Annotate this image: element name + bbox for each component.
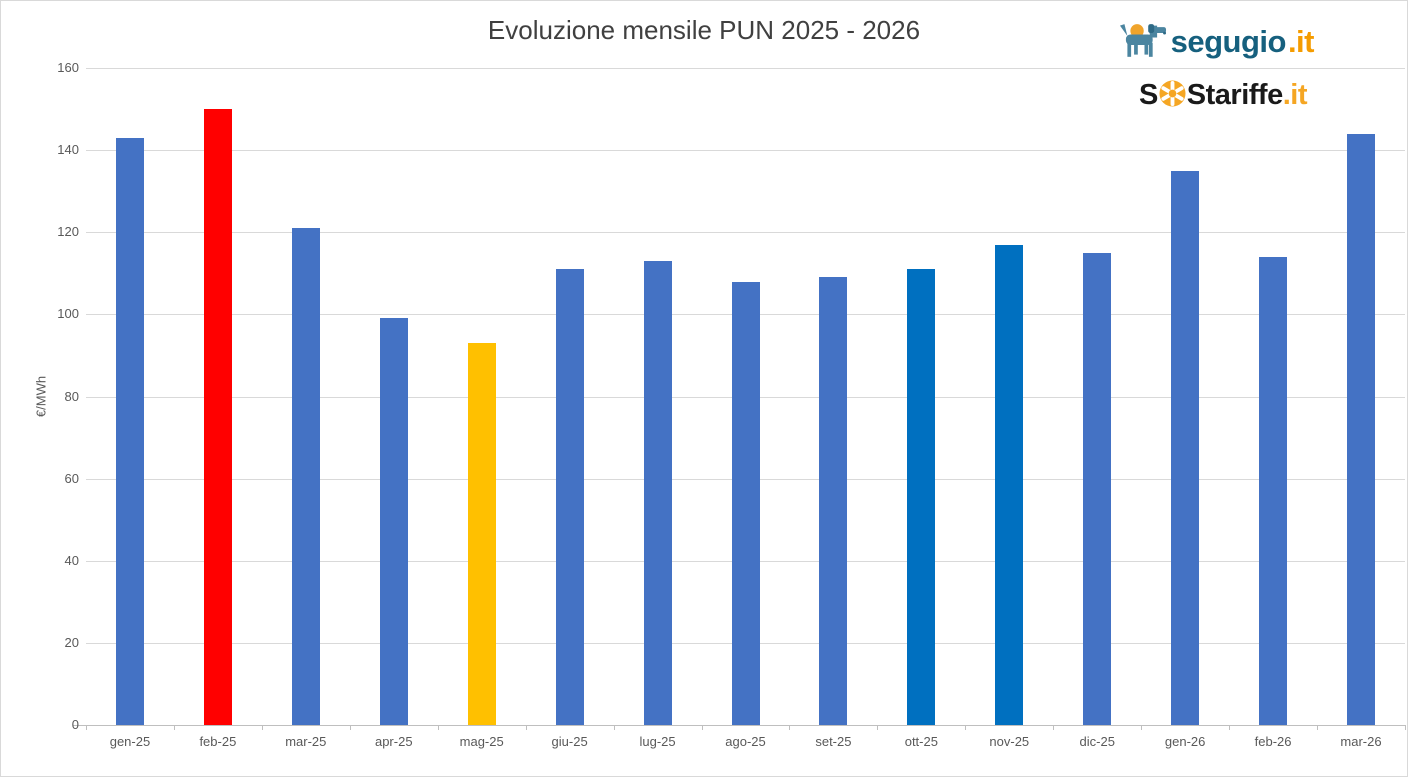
bar-apr-25 xyxy=(379,318,408,725)
y-tick-label: 100 xyxy=(57,306,79,322)
sostariffe-wordmark: Stariffe xyxy=(1186,79,1283,111)
x-tick-label: ago-25 xyxy=(725,734,766,749)
segugio-wordmark: segugio xyxy=(1170,23,1287,59)
x-tick-label: gen-25 xyxy=(109,734,151,749)
bar-mar-25 xyxy=(291,228,320,725)
sostariffe-logo: S Stariffe .it xyxy=(1138,78,1308,115)
sostariffe-lifebuoy-icon xyxy=(1159,80,1186,115)
y-tick-label: 40 xyxy=(64,552,79,568)
x-axis-tick xyxy=(789,725,791,730)
x-tick-label: mar-25 xyxy=(285,734,327,749)
segugio-logo: segugio .it xyxy=(1117,17,1315,66)
bar-gen-25 xyxy=(115,137,144,725)
bar-set-25 xyxy=(819,277,848,725)
y-tick-label: 0 xyxy=(71,717,79,732)
x-axis-tick xyxy=(261,725,263,730)
y-tick-label: 80 xyxy=(64,388,79,404)
gridline xyxy=(86,232,1405,234)
x-axis-tick xyxy=(173,725,175,730)
x-tick-label: apr-25 xyxy=(374,734,413,749)
x-axis-tick xyxy=(1317,725,1319,730)
x-tick-label: set-25 xyxy=(815,734,852,749)
x-axis-line xyxy=(73,725,1405,726)
x-axis-tick xyxy=(1053,725,1055,730)
x-axis-tick xyxy=(525,725,527,730)
x-axis-tick xyxy=(1229,725,1231,730)
gridline xyxy=(86,150,1405,152)
x-tick-label: mar-26 xyxy=(1340,734,1382,749)
x-axis-tick xyxy=(86,725,87,730)
y-tick-label: 160 xyxy=(57,60,79,75)
segugio-tld: .it xyxy=(1287,23,1315,59)
gridline xyxy=(86,68,1405,69)
page-title: Evoluzione mensile PUN 2025 - 2026 xyxy=(487,15,921,45)
x-tick-label: feb-25 xyxy=(199,734,237,749)
x-axis-tick xyxy=(965,725,967,730)
bar-gen-26 xyxy=(1171,170,1200,725)
x-tick-label: feb-26 xyxy=(1254,734,1292,749)
x-axis-tick xyxy=(437,725,439,730)
y-tick-label: 20 xyxy=(64,634,79,650)
x-tick-label: lug-25 xyxy=(639,734,676,749)
x-axis-tick xyxy=(701,725,703,730)
x-axis-tick xyxy=(613,725,615,730)
y-tick-label: 120 xyxy=(57,224,79,240)
bar-feb-25 xyxy=(203,109,232,725)
x-tick-label: giu-25 xyxy=(551,734,588,749)
bar-nov-25 xyxy=(995,244,1024,725)
x-axis-tick xyxy=(877,725,879,730)
bar-ago-25 xyxy=(731,281,760,725)
y-tick-label: 140 xyxy=(57,142,79,158)
x-tick-label: ott-25 xyxy=(904,734,938,749)
bar-mar-26 xyxy=(1347,133,1376,725)
bar-giu-25 xyxy=(555,269,584,725)
bar-feb-26 xyxy=(1259,256,1288,725)
segugio-dog-icon xyxy=(1117,17,1169,66)
x-axis-tick xyxy=(1141,725,1143,730)
bar-dic-25 xyxy=(1083,252,1112,725)
x-axis-tick xyxy=(1405,725,1406,730)
x-tick-label: mag-25 xyxy=(459,734,504,749)
bar-lug-25 xyxy=(643,260,672,725)
sostariffe-prefix: S xyxy=(1138,79,1158,111)
bar-mag-25 xyxy=(467,343,496,725)
x-tick-label: gen-26 xyxy=(1164,734,1206,749)
bar-ott-25 xyxy=(907,269,936,725)
x-tick-label: dic-25 xyxy=(1079,734,1115,749)
x-axis-tick xyxy=(349,725,351,730)
x-tick-label: nov-25 xyxy=(989,734,1030,749)
y-tick-label: 60 xyxy=(64,470,79,486)
sostariffe-tld: .it xyxy=(1282,79,1308,111)
